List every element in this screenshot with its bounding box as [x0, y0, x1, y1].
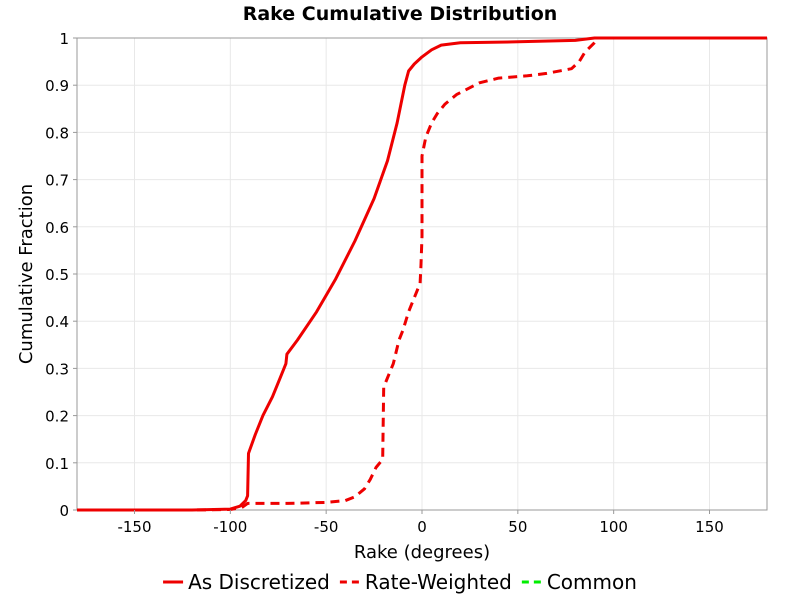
x-tick-label: -100: [213, 518, 247, 536]
y-tick-label: 0.4: [45, 313, 69, 331]
x-tick-label: 150: [695, 518, 724, 536]
y-tick-label: 0.6: [45, 219, 69, 237]
y-tick-label: 0.5: [45, 266, 69, 284]
y-tick-label: 0.3: [45, 360, 69, 378]
series-line-rate-weighted: [77, 36, 767, 512]
y-tick-label: 0.1: [45, 455, 69, 473]
y-tick-label: 0.9: [45, 77, 69, 95]
grid-layer: [77, 37, 767, 511]
legend: As Discretized Rate-Weighted Common: [163, 570, 637, 594]
legend-label-common: Common: [547, 570, 637, 594]
series-line-as-discretized: [77, 36, 767, 512]
x-tick-label: 0: [417, 518, 427, 536]
x-axis-label: Rake (degrees): [354, 542, 490, 563]
x-tick-label: -150: [117, 518, 151, 536]
y-tick-label: 0.8: [45, 124, 69, 142]
x-tick-label: 50: [508, 518, 527, 536]
tick-layer: -150 -100 -50 0 50 100 150 0 0.1 0.2 0.3 0.4 0.5 0.6 0…: [45, 30, 724, 536]
x-tick-label: -50: [314, 518, 339, 536]
legend-label-as-discretized: As Discretized: [188, 570, 330, 594]
y-tick-label: 0.7: [45, 172, 69, 190]
y-tick-label: 0: [59, 502, 69, 520]
legend-label-rate-weighted: Rate-Weighted: [365, 570, 512, 594]
y-tick-label: 0.2: [45, 408, 69, 426]
y-tick-label: 1: [59, 30, 69, 48]
y-axis-label: Cumulative Fraction: [16, 184, 37, 364]
x-tick-label: 100: [599, 518, 628, 536]
chart-title: Rake Cumulative Distribution: [243, 3, 558, 25]
series-layer: [77, 36, 767, 512]
